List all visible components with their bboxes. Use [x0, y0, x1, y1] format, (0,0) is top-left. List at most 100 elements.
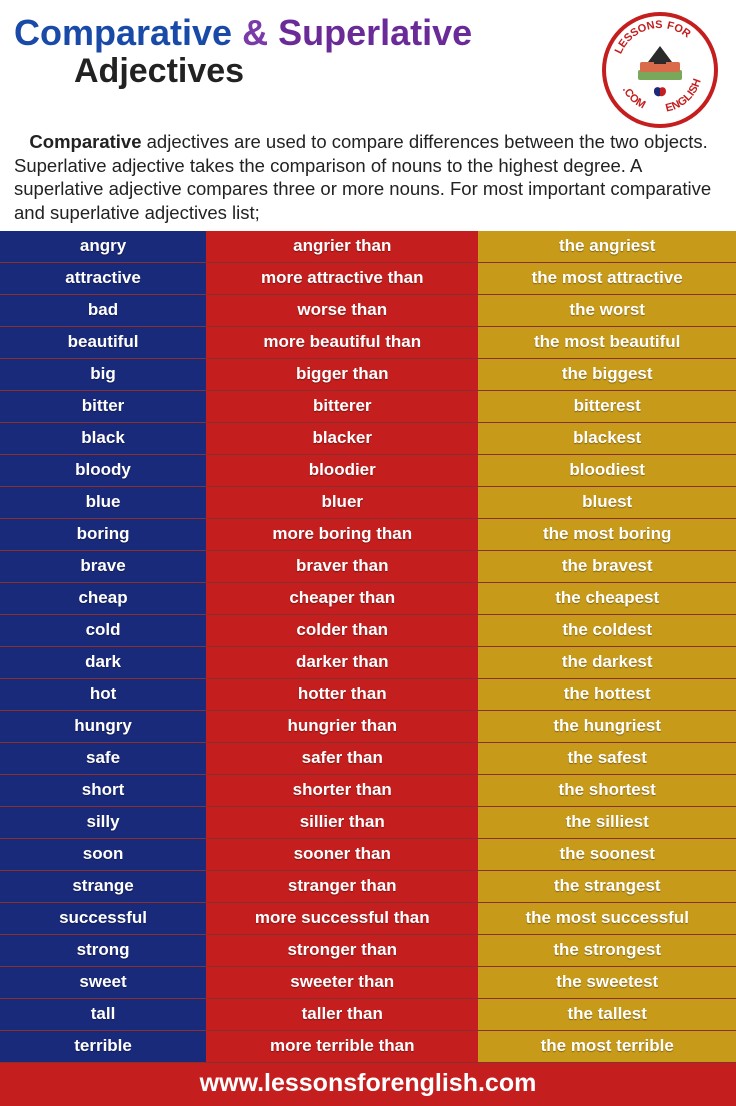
cell-comparative: worse than — [206, 294, 478, 326]
description-bold: Comparative — [29, 131, 141, 152]
table-row: soonsooner thanthe soonest — [0, 838, 736, 870]
cell-superlative: the cheapest — [478, 582, 736, 614]
cell-superlative: the strongest — [478, 934, 736, 966]
cell-superlative: the strangest — [478, 870, 736, 902]
cell-superlative: bitterest — [478, 390, 736, 422]
cell-comparative: bluer — [206, 486, 478, 518]
table-row: cheapcheaper thanthe cheapest — [0, 582, 736, 614]
cell-comparative: more attractive than — [206, 262, 478, 294]
cap-band-icon — [654, 59, 666, 64]
table-row: sweetsweeter thanthe sweetest — [0, 966, 736, 998]
cell-superlative: the bravest — [478, 550, 736, 582]
cell-superlative: the tallest — [478, 998, 736, 1030]
cell-base: safe — [0, 742, 206, 774]
table-row: sillysillier thanthe silliest — [0, 806, 736, 838]
table-row: hungryhungrier thanthe hungriest — [0, 710, 736, 742]
table-row: coldcolder thanthe coldest — [0, 614, 736, 646]
cell-base: hot — [0, 678, 206, 710]
table-row: hothotter thanthe hottest — [0, 678, 736, 710]
cell-base: hungry — [0, 710, 206, 742]
table-row: angryangrier thanthe angriest — [0, 231, 736, 263]
cell-base: tall — [0, 998, 206, 1030]
table-row: bigbigger thanthe biggest — [0, 358, 736, 390]
cell-superlative: bloodiest — [478, 454, 736, 486]
title-word-superlative: Superlative — [278, 12, 472, 53]
cell-comparative: colder than — [206, 614, 478, 646]
cell-superlative: the angriest — [478, 231, 736, 263]
logo-top-text: LESSONS — [613, 19, 663, 56]
table-row: badworse thanthe worst — [0, 294, 736, 326]
table-row: bloodybloodierbloodiest — [0, 454, 736, 486]
table-row: successfulmore successful thanthe most s… — [0, 902, 736, 934]
cell-base: beautiful — [0, 326, 206, 358]
cell-base: cold — [0, 614, 206, 646]
table-row: blackblackerblackest — [0, 422, 736, 454]
table-row: strongstronger thanthe strongest — [0, 934, 736, 966]
cell-base: boring — [0, 518, 206, 550]
cell-superlative: the safest — [478, 742, 736, 774]
cell-base: big — [0, 358, 206, 390]
cell-base: cheap — [0, 582, 206, 614]
cell-base: brave — [0, 550, 206, 582]
cell-superlative: the shortest — [478, 774, 736, 806]
cell-base: blue — [0, 486, 206, 518]
logo-bottom-text: .COM — [620, 85, 648, 112]
cell-superlative: the coldest — [478, 614, 736, 646]
cell-comparative: shorter than — [206, 774, 478, 806]
table-row: terriblemore terrible thanthe most terri… — [0, 1030, 736, 1062]
table-row: attractivemore attractive thanthe most a… — [0, 262, 736, 294]
cell-comparative: bigger than — [206, 358, 478, 390]
table-row: darkdarker thanthe darkest — [0, 646, 736, 678]
cell-superlative: bluest — [478, 486, 736, 518]
cell-superlative: the most terrible — [478, 1030, 736, 1062]
cell-comparative: sillier than — [206, 806, 478, 838]
title-ampersand: & — [242, 12, 268, 53]
table-row: boringmore boring thanthe most boring — [0, 518, 736, 550]
cell-base: terrible — [0, 1030, 206, 1062]
cell-base: strange — [0, 870, 206, 902]
cell-superlative: the sweetest — [478, 966, 736, 998]
cell-base: sweet — [0, 966, 206, 998]
cell-comparative: darker than — [206, 646, 478, 678]
cell-comparative: blacker — [206, 422, 478, 454]
cell-base: dark — [0, 646, 206, 678]
cell-base: attractive — [0, 262, 206, 294]
table-row: safesafer thanthe safest — [0, 742, 736, 774]
table-row: talltaller thanthe tallest — [0, 998, 736, 1030]
cell-comparative: safer than — [206, 742, 478, 774]
cell-comparative: hotter than — [206, 678, 478, 710]
cell-comparative: sweeter than — [206, 966, 478, 998]
cell-base: soon — [0, 838, 206, 870]
site-logo: LESSONS FOR ENGLISH .COM — [600, 10, 720, 130]
cell-comparative: more terrible than — [206, 1030, 478, 1062]
cell-comparative: more boring than — [206, 518, 478, 550]
cell-comparative: taller than — [206, 998, 478, 1030]
cell-comparative: more successful than — [206, 902, 478, 934]
table-row: beautifulmore beautiful thanthe most bea… — [0, 326, 736, 358]
title-word-comparative: Comparative — [14, 12, 232, 53]
cell-comparative: cheaper than — [206, 582, 478, 614]
cell-base: short — [0, 774, 206, 806]
cell-comparative: angrier than — [206, 231, 478, 263]
cell-base: silly — [0, 806, 206, 838]
cell-comparative: stranger than — [206, 870, 478, 902]
cell-superlative: the hottest — [478, 678, 736, 710]
cell-base: bitter — [0, 390, 206, 422]
table-row: strangestranger thanthe strangest — [0, 870, 736, 902]
cell-superlative: the biggest — [478, 358, 736, 390]
cell-comparative: more beautiful than — [206, 326, 478, 358]
table-row: bravebraver thanthe bravest — [0, 550, 736, 582]
cell-comparative: hungrier than — [206, 710, 478, 742]
cell-comparative: bitterer — [206, 390, 478, 422]
cell-superlative: the hungriest — [478, 710, 736, 742]
cell-base: successful — [0, 902, 206, 934]
cell-superlative: the most successful — [478, 902, 736, 934]
cell-comparative: sooner than — [206, 838, 478, 870]
footer-url: www.lessonsforenglish.com — [0, 1063, 736, 1106]
heart-flag-blue-icon — [654, 87, 660, 96]
cell-superlative: the silliest — [478, 806, 736, 838]
cell-superlative: the worst — [478, 294, 736, 326]
cell-superlative: the soonest — [478, 838, 736, 870]
description-text: Comparative adjectives are used to compa… — [0, 130, 736, 231]
table-row: shortshorter thanthe shortest — [0, 774, 736, 806]
